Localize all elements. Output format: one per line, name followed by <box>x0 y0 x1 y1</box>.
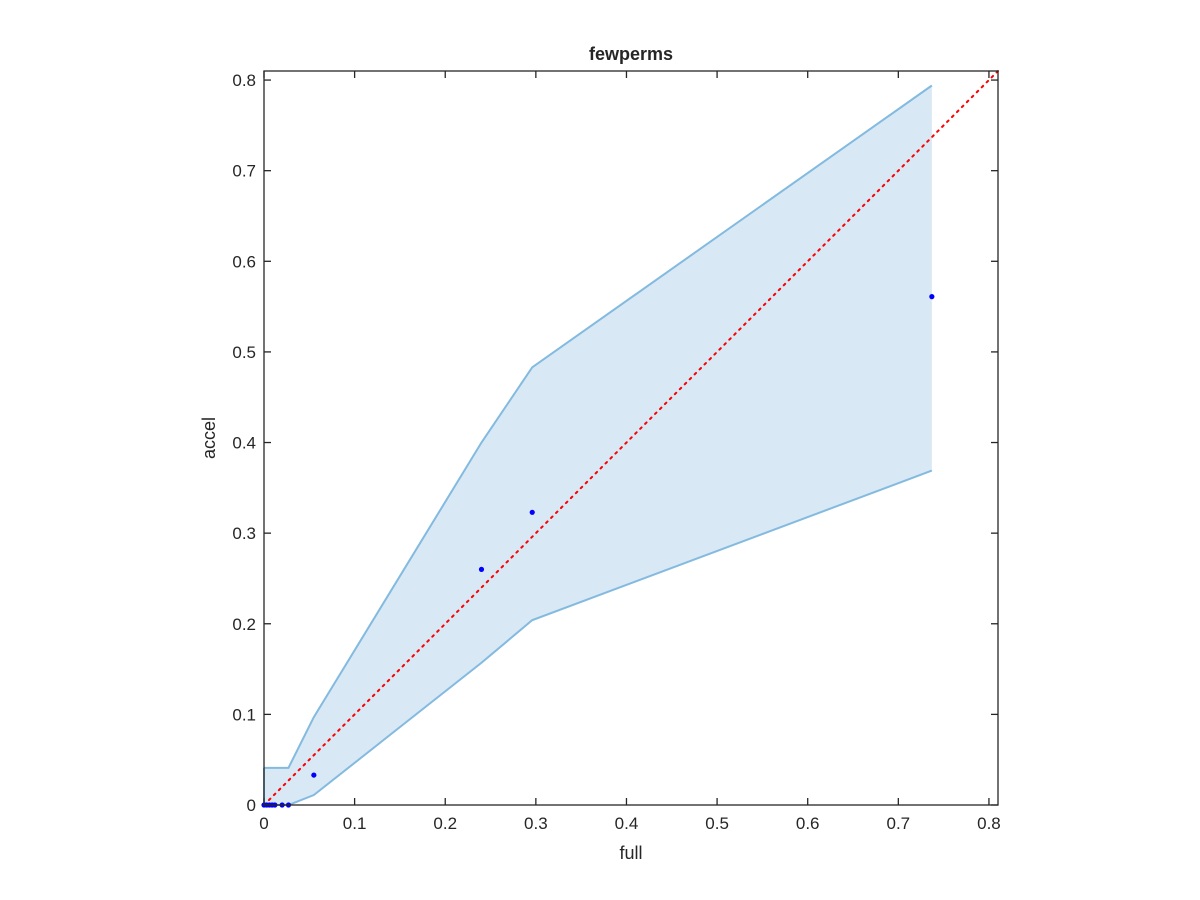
x-axis-label: full <box>619 843 642 863</box>
y-axis: 0 0.1 0.2 0.3 0.4 0.5 0.6 0.7 0.8 <box>232 71 998 815</box>
data-point <box>478 566 485 572</box>
y-tick-label: 0.3 <box>232 524 256 543</box>
band-upper-line <box>264 84 933 769</box>
plot-area <box>261 70 999 808</box>
x-tick-label: 0.3 <box>524 814 548 833</box>
data-point <box>311 772 317 778</box>
x-tick-label: 0 <box>259 814 268 833</box>
reference-line <box>263 70 999 806</box>
x-tick-label: 0.2 <box>433 814 457 833</box>
x-tick-label: 0.1 <box>343 814 367 833</box>
y-tick-label: 0.4 <box>232 434 256 453</box>
y-tick-label: 0 <box>247 796 256 815</box>
y-tick-label: 0.1 <box>232 705 256 724</box>
y-tick-label: 0.5 <box>232 343 256 362</box>
x-tick-label: 0.6 <box>796 814 820 833</box>
data-point <box>929 294 935 300</box>
confidence-band-fill <box>264 85 932 805</box>
chart-title: fewperms <box>589 44 673 64</box>
y-tick-label: 0.6 <box>232 252 256 271</box>
x-tick-label: 0.5 <box>705 814 729 833</box>
y-tick-label: 0.8 <box>232 71 256 90</box>
y-tick-label: 0.7 <box>232 162 256 181</box>
y-tick-label: 0.2 <box>232 615 256 634</box>
x-tick-label: 0.8 <box>977 814 1001 833</box>
y-axis-label: accel <box>199 417 219 459</box>
x-tick-label: 0.7 <box>887 814 911 833</box>
x-tick-label: 0.4 <box>615 814 639 833</box>
data-point <box>529 509 535 515</box>
axes-box <box>263 70 999 806</box>
x-axis: 0 0.1 0.2 0.3 0.4 0.5 0.6 0.7 0.8 <box>259 71 1001 833</box>
